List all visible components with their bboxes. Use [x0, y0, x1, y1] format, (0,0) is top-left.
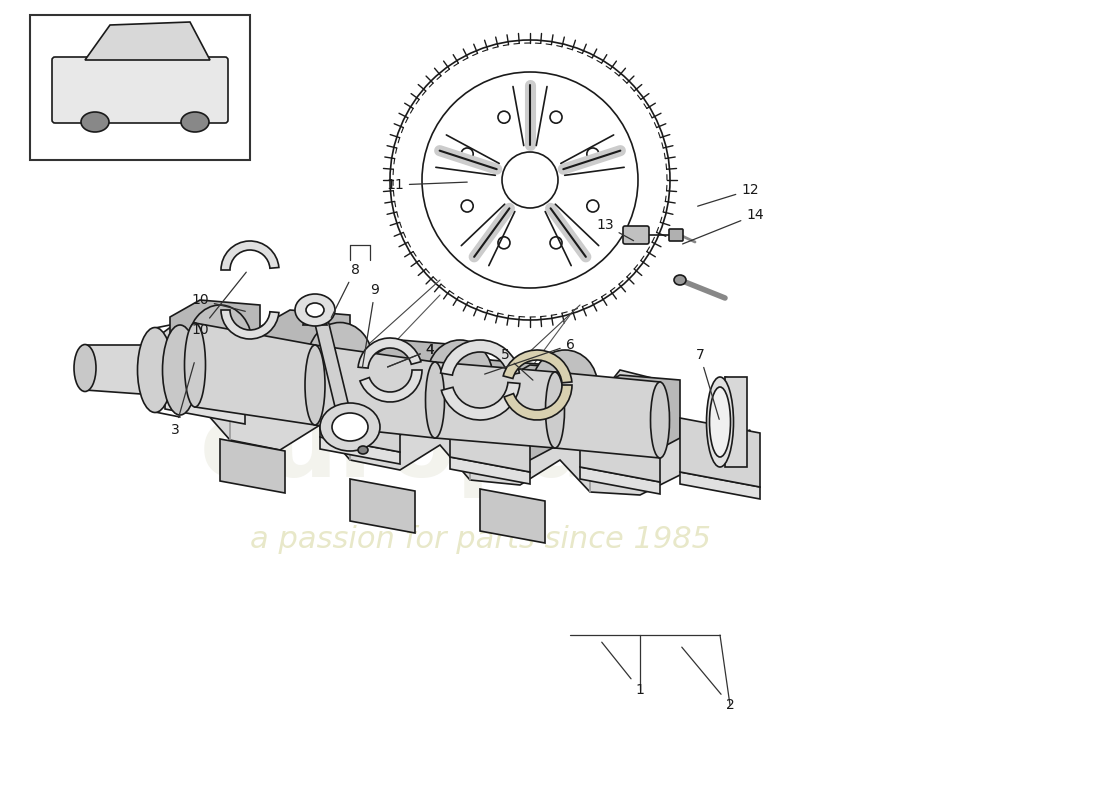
Polygon shape — [580, 467, 660, 494]
Polygon shape — [315, 345, 434, 438]
Text: a passion for parts since 1985: a passion for parts since 1985 — [250, 526, 711, 554]
Ellipse shape — [163, 325, 198, 415]
Polygon shape — [320, 437, 400, 464]
FancyBboxPatch shape — [725, 377, 747, 467]
Polygon shape — [85, 345, 155, 395]
FancyBboxPatch shape — [52, 57, 228, 123]
Text: 14: 14 — [683, 208, 763, 244]
Wedge shape — [441, 382, 520, 420]
Polygon shape — [680, 418, 760, 487]
Text: 1: 1 — [602, 642, 645, 697]
Polygon shape — [85, 22, 210, 60]
FancyBboxPatch shape — [623, 226, 649, 244]
Ellipse shape — [138, 327, 173, 413]
Text: 10: 10 — [191, 293, 245, 311]
Ellipse shape — [187, 305, 253, 385]
Ellipse shape — [358, 446, 368, 454]
Ellipse shape — [332, 413, 368, 441]
Polygon shape — [580, 413, 660, 482]
Polygon shape — [350, 479, 415, 533]
Ellipse shape — [81, 112, 109, 132]
Polygon shape — [160, 320, 750, 495]
Ellipse shape — [308, 322, 373, 398]
Ellipse shape — [546, 372, 564, 448]
Ellipse shape — [532, 350, 597, 420]
Polygon shape — [460, 360, 550, 455]
Text: 3: 3 — [170, 362, 195, 437]
Ellipse shape — [295, 294, 336, 326]
Ellipse shape — [74, 345, 96, 391]
Ellipse shape — [650, 382, 670, 458]
Text: 5: 5 — [500, 348, 532, 380]
Polygon shape — [370, 340, 460, 435]
Polygon shape — [220, 439, 285, 493]
Text: 2: 2 — [682, 647, 735, 712]
Ellipse shape — [428, 340, 493, 410]
Ellipse shape — [320, 403, 379, 451]
Ellipse shape — [185, 323, 206, 407]
Text: 4: 4 — [387, 343, 434, 367]
Polygon shape — [590, 375, 680, 470]
Text: 12: 12 — [697, 183, 759, 206]
Wedge shape — [441, 340, 519, 375]
Polygon shape — [556, 372, 660, 458]
Polygon shape — [165, 343, 245, 412]
Polygon shape — [680, 472, 760, 499]
Text: 7: 7 — [695, 348, 719, 419]
Text: 10: 10 — [191, 272, 246, 337]
Polygon shape — [320, 383, 400, 452]
Ellipse shape — [710, 387, 730, 457]
Polygon shape — [480, 489, 544, 543]
FancyBboxPatch shape — [30, 14, 251, 160]
Polygon shape — [434, 362, 556, 448]
Wedge shape — [503, 350, 572, 383]
Text: 9: 9 — [362, 283, 380, 367]
Text: 4: 4 — [387, 343, 434, 367]
Wedge shape — [504, 385, 572, 420]
Polygon shape — [450, 457, 530, 484]
Wedge shape — [221, 310, 279, 339]
Wedge shape — [221, 241, 279, 270]
FancyBboxPatch shape — [669, 229, 683, 241]
Ellipse shape — [306, 303, 324, 317]
Polygon shape — [170, 300, 260, 395]
Ellipse shape — [674, 275, 686, 285]
Polygon shape — [302, 295, 362, 440]
Text: 11: 11 — [386, 178, 468, 192]
Polygon shape — [165, 397, 245, 424]
Ellipse shape — [305, 345, 324, 425]
Polygon shape — [500, 365, 590, 460]
Text: 🚗: 🚗 — [123, 46, 156, 100]
Polygon shape — [450, 403, 530, 472]
Polygon shape — [195, 323, 315, 425]
Ellipse shape — [426, 362, 444, 438]
Wedge shape — [360, 370, 422, 402]
Text: 13: 13 — [596, 218, 634, 241]
Wedge shape — [359, 338, 421, 368]
Text: europarts: europarts — [200, 402, 752, 498]
Ellipse shape — [182, 112, 209, 132]
Text: 6: 6 — [485, 338, 574, 374]
Text: 8: 8 — [331, 263, 360, 318]
Ellipse shape — [706, 377, 734, 467]
Polygon shape — [260, 310, 350, 405]
